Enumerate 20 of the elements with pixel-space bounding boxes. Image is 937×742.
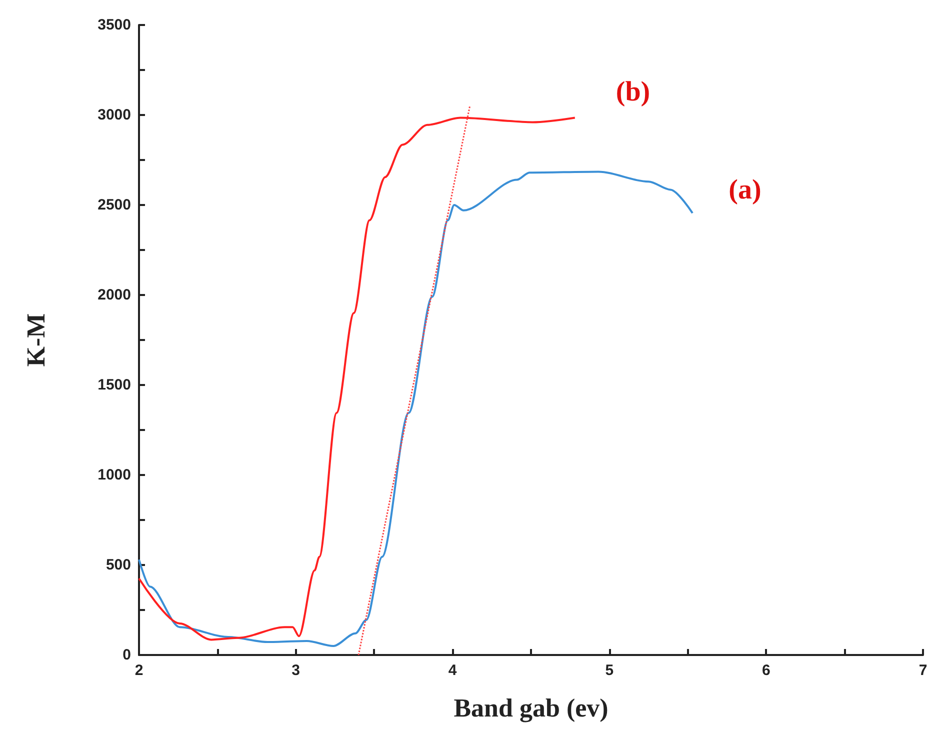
y-tick-label: 1000 bbox=[98, 466, 131, 484]
x-tick-label: 4 bbox=[448, 662, 458, 679]
line-series bbox=[138, 116, 576, 641]
annotation: (b) bbox=[616, 76, 650, 108]
y-axis-title: K-M bbox=[22, 313, 50, 367]
x-tick-label: 6 bbox=[762, 662, 770, 679]
x-tick-label: 3 bbox=[292, 662, 300, 679]
x-tick-label: 7 bbox=[918, 662, 928, 679]
line-series bbox=[138, 170, 694, 647]
y-tick-label: 500 bbox=[106, 556, 131, 574]
y-tick-label: 2000 bbox=[98, 286, 131, 304]
y-tick-label: 3500 bbox=[98, 16, 131, 34]
y-tick-label: 1500 bbox=[98, 376, 131, 394]
y-tick-label: 2500 bbox=[98, 196, 131, 214]
y-tick-label: 3000 bbox=[98, 106, 131, 124]
y-tick-label: 0 bbox=[122, 646, 131, 664]
annotation: (a) bbox=[728, 174, 762, 206]
x-axis-title: Band gab (ev) bbox=[454, 694, 608, 722]
x-tick-label: 2 bbox=[134, 662, 144, 679]
x-tick-label: 5 bbox=[605, 662, 614, 679]
